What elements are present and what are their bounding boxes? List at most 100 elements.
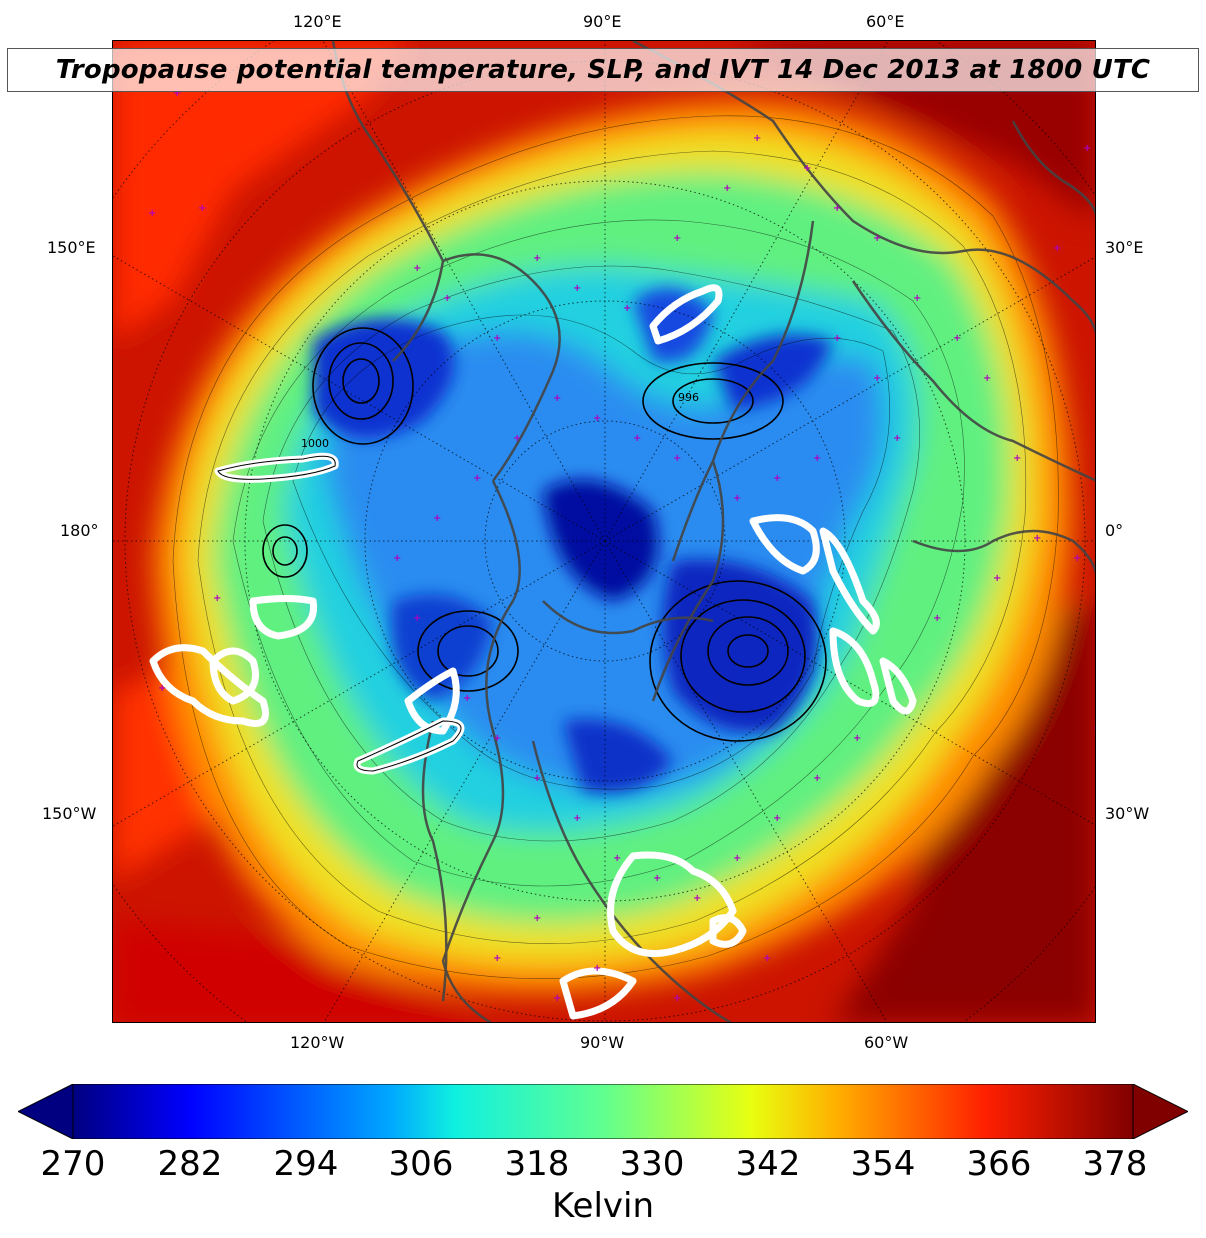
svg-text:+: + [733,853,741,864]
svg-text:+: + [653,873,661,884]
map-title-box: Tropopause potential temperature, SLP, a… [7,48,1199,92]
svg-text:+: + [1033,533,1041,544]
svg-text:+: + [148,208,156,219]
coastlines [331,41,1095,1022]
svg-text:+: + [513,433,521,444]
lon-label-left-150w: 150°W [42,804,97,823]
lon-label-top-120e: 120°E [293,12,342,31]
lon-label-right-30w: 30°W [1105,804,1150,823]
svg-text:+: + [733,493,741,504]
svg-text:+: + [443,293,451,304]
lon-label-right-30e: 30°E [1105,238,1144,257]
svg-text:+: + [833,203,841,214]
colorbar-tick-282: 282 [157,1144,223,1184]
colorbar-tick-306: 306 [388,1144,454,1184]
graticule [113,41,1095,1022]
svg-text:+: + [493,953,501,964]
svg-text:+: + [763,953,771,964]
svg-text:+: + [753,133,761,144]
svg-text:+: + [813,773,821,784]
svg-text:+: + [803,163,811,174]
slp-label-996: 996 [678,391,699,404]
svg-text:+: + [413,613,421,624]
svg-text:+: + [723,183,731,194]
svg-text:+: + [873,373,881,384]
colorbar-tick-318: 318 [504,1144,570,1184]
svg-text:+: + [533,773,541,784]
slp-contours [262,327,827,742]
svg-text:+: + [993,573,1001,584]
colorbar-tick-354: 354 [850,1144,916,1184]
svg-text:+: + [813,453,821,464]
svg-text:+: + [673,233,681,244]
svg-text:+: + [893,433,901,444]
svg-text:+: + [158,683,166,694]
svg-text:+: + [1093,723,1096,734]
svg-text:+: + [833,333,841,344]
svg-text:+: + [573,813,581,824]
lon-label-right-0: 0° [1105,521,1124,540]
svg-text:+: + [1013,453,1021,464]
lon-label-left-150e: 150°E [47,238,96,257]
svg-text:+: + [173,88,181,99]
svg-text:+: + [593,963,601,974]
svg-text:+: + [533,913,541,924]
svg-text:+: + [1053,243,1061,254]
lon-label-top-90e: 90°E [583,12,622,31]
svg-text:+: + [198,203,206,214]
ivt-contours [149,284,917,1020]
svg-text:+: + [773,813,781,824]
svg-text:+: + [213,593,221,604]
svg-text:+: + [623,303,631,314]
lon-label-bottom-90w: 90°W [580,1033,625,1052]
lon-label-top-60e: 60°E [866,12,905,31]
theta-contours [172,115,1059,980]
map-panel: 1000 996 [112,40,1096,1023]
svg-text:+: + [933,613,941,624]
colorbar-tick-342: 342 [735,1144,801,1184]
svg-text:+: + [493,333,501,344]
svg-text:+: + [493,733,501,744]
svg-text:+: + [573,283,581,294]
svg-text:+: + [533,253,541,264]
lon-label-bottom-120w: 120°W [290,1033,345,1052]
colorbar-tick-270: 270 [40,1144,106,1184]
lon-label-bottom-60w: 60°W [864,1033,909,1052]
svg-text:+: + [593,413,601,424]
map-svg: 1000 996 [113,41,1096,1022]
svg-text:+: + [693,893,701,904]
colorbar-label: Kelvin [551,1186,655,1226]
svg-text:+: + [1073,553,1081,564]
svg-text:+: + [553,993,561,1004]
colorbar-tick-366: 366 [966,1144,1032,1184]
svg-text:+: + [553,393,561,404]
svg-text:+: + [773,473,781,484]
map-title: Tropopause potential temperature, SLP, a… [55,55,1151,85]
station-markers: +++ +++ +++ +++ +++ +++ +++ +++ +++ +++ … [148,88,1096,1004]
svg-text:+: + [463,693,471,704]
svg-text:+: + [983,373,991,384]
svg-text:+: + [433,513,441,524]
svg-text:+: + [873,233,881,244]
slp-label-1000: 1000 [301,437,329,450]
colorbar-gradient [72,1084,1134,1139]
svg-text:+: + [673,453,681,464]
svg-text:+: + [953,333,961,344]
svg-text:+: + [473,473,481,484]
colorbar-tick-294: 294 [273,1144,339,1184]
svg-text:+: + [1083,143,1091,154]
svg-text:+: + [913,293,921,304]
cold-core-field [313,288,833,793]
colorbar-extend-max [1132,1084,1188,1139]
svg-text:+: + [633,433,641,444]
lon-label-left-180: 180° [60,521,99,540]
svg-text:+: + [413,263,421,274]
svg-text:+: + [613,853,621,864]
colorbar [18,1084,1188,1139]
colorbar-extend-min [18,1084,74,1139]
colorbar-tick-330: 330 [619,1144,685,1184]
svg-text:+: + [393,553,401,564]
ivt-contour-outlines [217,455,462,772]
svg-text:+: + [853,733,861,744]
colorbar-tick-378: 378 [1082,1144,1148,1184]
